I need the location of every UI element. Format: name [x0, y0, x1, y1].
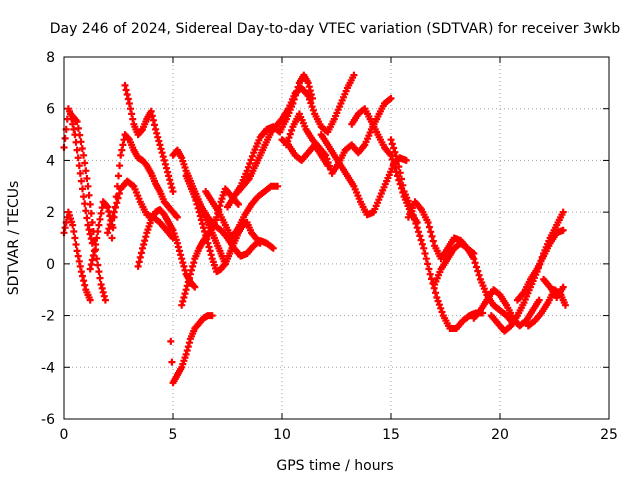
- plus-markers: [202, 182, 282, 242]
- x-tick-label: 10: [273, 427, 291, 443]
- series-arc-18: [278, 136, 332, 170]
- x-tick-label: 25: [600, 427, 618, 443]
- plot-frame: [63, 56, 610, 420]
- y-tick-label: 8: [46, 50, 55, 66]
- series-arc-16: [234, 71, 358, 195]
- series-arc-28: [540, 275, 567, 301]
- x-axis-label: GPS time / hours: [276, 458, 393, 474]
- series-arc-5: [108, 131, 181, 242]
- chart-title: Day 246 of 2024, Sidereal Day-to-day VTE…: [50, 21, 621, 37]
- plus-markers: [167, 312, 216, 387]
- y-tick-label: -4: [41, 360, 55, 376]
- y-tick-label: -2: [41, 309, 55, 325]
- x-tick-label: 15: [382, 427, 400, 443]
- x-tick-label: 0: [60, 427, 69, 443]
- plus-markers: [191, 193, 277, 260]
- plus-markers: [513, 226, 567, 304]
- series-arc-26: [513, 226, 567, 304]
- series-arc-3: [67, 110, 109, 304]
- y-axis-label: SDTVAR / TECUs: [6, 181, 22, 296]
- tick-labels: 0 5 10 15 20 25 -6 -4 -2 0 2 4 6 8: [41, 50, 618, 443]
- plus-markers: [234, 71, 358, 195]
- plus-markers: [278, 136, 332, 170]
- y-tick-label: -6: [41, 412, 55, 428]
- series-arc-14: [191, 193, 277, 260]
- plus-markers: [121, 81, 177, 195]
- series-arc-6: [121, 81, 177, 195]
- plus-markers: [67, 110, 109, 304]
- plus-markers: [540, 275, 567, 301]
- x-tick-label: 20: [491, 427, 509, 443]
- x-tick-label: 5: [169, 427, 178, 443]
- plus-markers: [387, 136, 487, 332]
- y-tick-label: 2: [46, 205, 55, 221]
- plus-markers: [470, 286, 543, 330]
- series-arc-24: [470, 286, 543, 330]
- series-arc-9: [167, 312, 216, 387]
- y-tick-label: 0: [46, 257, 55, 273]
- series-arc-21: [387, 136, 487, 332]
- y-tick-label: 6: [46, 102, 55, 118]
- y-tick-label: 4: [46, 153, 55, 169]
- series-arc-13: [202, 182, 282, 242]
- series-layer: [60, 71, 569, 387]
- plus-markers: [108, 131, 181, 242]
